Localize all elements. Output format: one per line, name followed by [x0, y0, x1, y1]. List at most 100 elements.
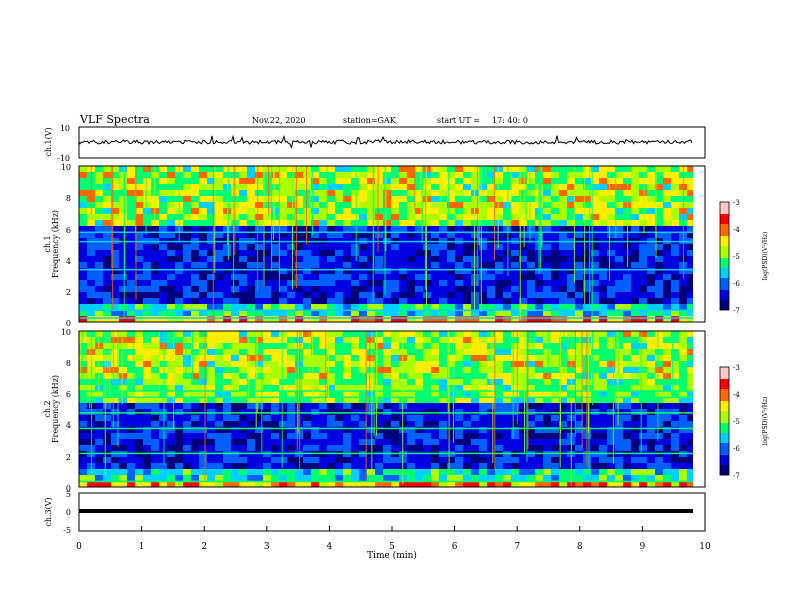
spectrogram-cell: [407, 214, 415, 220]
spectrogram-cell: [591, 373, 599, 379]
spectrogram-cell: [295, 226, 303, 232]
spectrogram-cell: [559, 433, 567, 439]
spectrogram-sferic: [539, 166, 541, 269]
spectrogram-cell: [359, 379, 367, 385]
spectrogram-cell: [87, 349, 95, 355]
spectrogram-cell: [303, 367, 311, 373]
spectrogram-cell: [599, 475, 607, 481]
spectrogram-cell: [199, 349, 207, 355]
spectrogram-sferic: [587, 331, 589, 434]
spectrogram-cell: [375, 196, 383, 202]
colorbar-segment: [720, 230, 729, 233]
spectrogram-cell: [543, 463, 551, 469]
spectrogram-cell: [383, 385, 391, 391]
spectrogram-cell: [559, 337, 567, 343]
spectrogram-cell: [671, 172, 679, 178]
spectrogram-cell: [559, 481, 567, 487]
spectrogram-cell: [631, 445, 639, 451]
spectrogram-cell: [455, 190, 463, 196]
spectrogram-cell: [199, 439, 207, 445]
colorbar-segment: [720, 278, 729, 281]
colorbar-segment: [720, 389, 729, 392]
spectrogram-cell: [271, 304, 279, 310]
spectrogram-cell: [287, 481, 295, 487]
spectrogram-cell: [551, 367, 559, 373]
spectrogram-cell: [319, 190, 327, 196]
spectrogram-cell: [183, 310, 191, 316]
spectrogram-line: [79, 427, 693, 430]
spectrogram-cell: [127, 286, 135, 292]
spectrogram-cell: [327, 433, 335, 439]
spectrogram-cell: [319, 415, 327, 421]
spectrogram-cell: [447, 343, 455, 349]
spectrogram-sferic: [476, 166, 478, 287]
spectrogram-cell: [199, 208, 207, 214]
spectrogram-cell: [319, 244, 327, 250]
spectrogram-cell: [439, 439, 447, 445]
spectrogram-cell: [295, 292, 303, 298]
spectrogram-cell: [519, 166, 527, 172]
spectrogram-cell: [95, 190, 103, 196]
spectrogram-cell: [223, 391, 231, 397]
spectrogram-cell: [503, 421, 511, 427]
ch1-colorbar-label: log(PSD)(V²/Hz): [762, 232, 769, 281]
spectrogram-sferic: [538, 166, 540, 217]
spectrogram-cell: [495, 469, 503, 475]
spectrogram-cell: [103, 373, 111, 379]
spectrogram-sferic: [369, 331, 371, 412]
spectrogram-cell: [527, 463, 535, 469]
colorbar-segment: [720, 306, 729, 309]
ch1-ytick-4: 4: [66, 257, 71, 266]
spectrogram-cell: [279, 172, 287, 178]
spectrogram-cell: [503, 202, 511, 208]
spectrogram-cell: [87, 469, 95, 475]
spectrogram-cell: [295, 373, 303, 379]
spectrogram-cell: [263, 409, 271, 415]
spectrogram-cell: [151, 433, 159, 439]
spectrogram-cell: [439, 481, 447, 487]
spectrogram-cell: [127, 457, 135, 463]
spectrogram-cell: [487, 427, 495, 433]
spectrogram-cell: [575, 178, 583, 184]
spectrogram-cell: [119, 244, 127, 250]
spectrogram-cell: [423, 373, 431, 379]
spectrogram-cell: [407, 298, 415, 304]
spectrogram-cell: [487, 274, 495, 280]
colorbar-segment: [720, 421, 729, 424]
spectrogram-cell: [407, 172, 415, 178]
spectrogram-sferic: [414, 166, 416, 210]
spectrogram-cell: [359, 232, 367, 238]
spectrogram-cell: [367, 331, 375, 337]
spectrogram-cell: [351, 256, 359, 262]
spectrogram-cell: [623, 391, 631, 397]
spectrogram-cell: [135, 274, 143, 280]
spectrogram-cell: [95, 232, 103, 238]
spectrogram-cell: [415, 268, 423, 274]
spectrogram-cell: [119, 373, 127, 379]
spectrogram-cell: [359, 361, 367, 367]
spectrogram-cell: [511, 409, 519, 415]
spectrogram-cell: [119, 433, 127, 439]
spectrogram-cell: [279, 445, 287, 451]
spectrogram-cell: [375, 226, 383, 232]
spectrogram-cell: [431, 385, 439, 391]
spectrogram-cell: [127, 256, 135, 262]
spectrogram-cell: [319, 178, 327, 184]
spectrogram-cell: [191, 403, 199, 409]
spectrogram-cell: [639, 355, 647, 361]
spectrogram-cell: [583, 286, 591, 292]
spectrogram-cell: [455, 226, 463, 232]
spectrogram-cell: [439, 256, 447, 262]
spectrogram-cell: [607, 397, 615, 403]
spectrogram-cell: [247, 208, 255, 214]
spectrogram-cell: [151, 349, 159, 355]
spectrogram-cell: [295, 343, 303, 349]
spectrogram-cell: [263, 391, 271, 397]
spectrogram-cell: [295, 304, 303, 310]
spectrogram-cell: [463, 349, 471, 355]
spectrogram-cell: [127, 361, 135, 367]
spectrogram-cell: [335, 316, 343, 322]
spectrogram-cell: [287, 268, 295, 274]
spectrogram-cell: [287, 427, 295, 433]
spectrogram-cell: [175, 268, 183, 274]
